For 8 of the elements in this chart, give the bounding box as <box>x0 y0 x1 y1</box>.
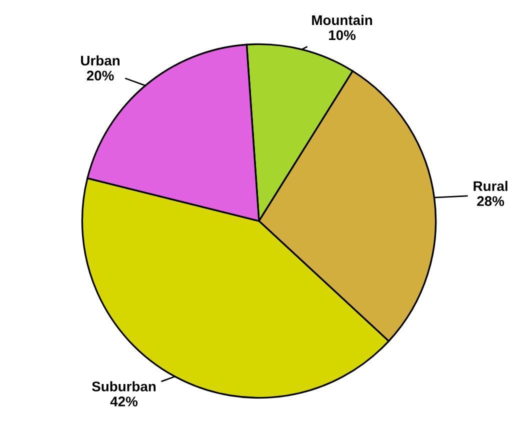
data-label: 20% <box>86 70 114 81</box>
slice-label: Rural <box>474 180 508 192</box>
slice-label: Urban <box>81 55 120 66</box>
data-label: 10% <box>329 30 356 40</box>
slice-label: Mountain <box>312 14 372 26</box>
data-label: 42% <box>110 396 138 406</box>
slice-label: Suburban <box>92 381 156 392</box>
data-label: 28% <box>477 196 504 206</box>
